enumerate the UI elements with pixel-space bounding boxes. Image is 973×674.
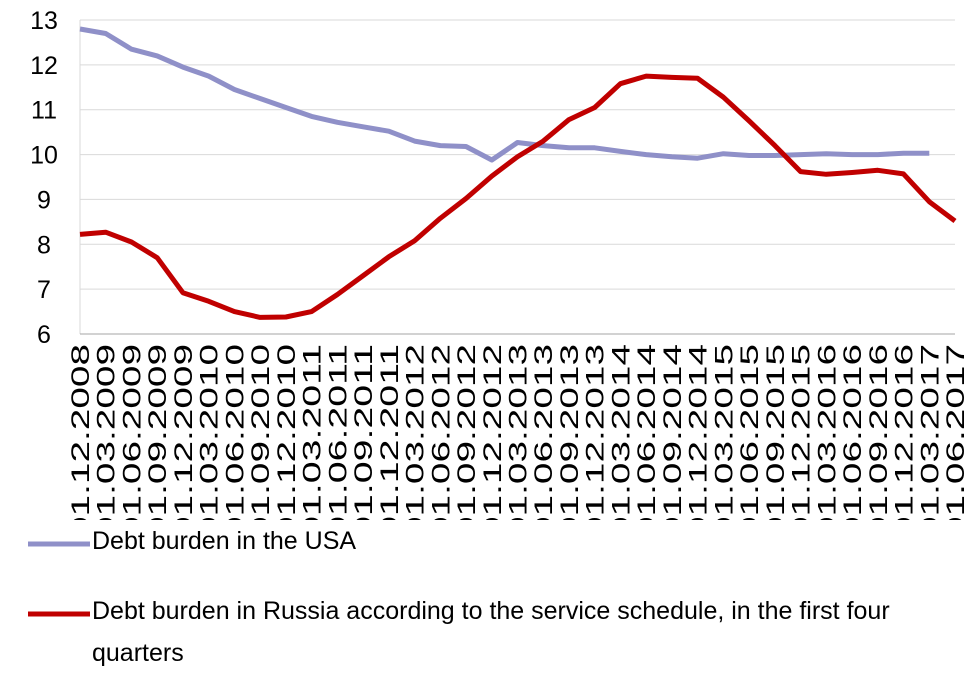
x-tick-label: 01.12.2008 bbox=[67, 344, 95, 520]
legend-swatch bbox=[28, 541, 90, 547]
x-tick-label: 01.03.2014 bbox=[607, 344, 635, 520]
x-tick-label: 01.09.2015 bbox=[762, 344, 790, 520]
x-tick-label: 01.12.2014 bbox=[685, 344, 713, 520]
x-tick-label: 01.12.2010 bbox=[273, 344, 301, 520]
x-tick-label: 01.06.2015 bbox=[736, 344, 764, 520]
x-tick-label: 01.12.2015 bbox=[788, 344, 816, 520]
y-tick-label: 6 bbox=[37, 321, 51, 349]
x-tick-label: 01.06.2010 bbox=[221, 344, 249, 520]
x-tick-label: 01.06.2009 bbox=[118, 344, 146, 520]
x-tick-label: 01.06.2011 bbox=[324, 344, 352, 520]
x-tick-label: 01.09.2011 bbox=[350, 344, 378, 520]
legend-label: Debt burden in the USA bbox=[92, 527, 357, 555]
x-tick-label: 01.06.2012 bbox=[427, 344, 455, 520]
series-line bbox=[79, 26, 930, 163]
x-tick-label: 01.03.2010 bbox=[196, 344, 224, 520]
y-tick-label: 13 bbox=[30, 7, 58, 35]
chart: 67891011121301.12.200801.03.200901.06.20… bbox=[30, 7, 970, 520]
x-tick-label: 01.12.2016 bbox=[891, 344, 919, 520]
x-tick-label: 01.09.2010 bbox=[247, 344, 275, 520]
x-tick-label: 01.06.2014 bbox=[633, 344, 661, 520]
x-tick-label: 01.03.2009 bbox=[93, 344, 121, 520]
y-tick-label: 7 bbox=[37, 276, 51, 304]
x-tick-label: 01.09.2012 bbox=[453, 344, 481, 520]
legend-swatch bbox=[28, 611, 90, 617]
x-tick-label: 01.03.2013 bbox=[505, 344, 533, 520]
x-tick-label: 01.09.2014 bbox=[659, 344, 687, 520]
x-tick-label: 01.03.2015 bbox=[710, 344, 738, 520]
y-tick-label: 8 bbox=[37, 231, 51, 259]
x-tick-label: 01.03.2017 bbox=[916, 344, 944, 520]
x-tick-label: 01.12.2009 bbox=[170, 344, 198, 520]
x-tick-label: 01.03.2011 bbox=[299, 344, 327, 520]
x-tick-label: 01.06.2013 bbox=[530, 344, 558, 520]
y-tick-label: 11 bbox=[31, 97, 57, 125]
x-tick-label: 01.12.2012 bbox=[479, 344, 507, 520]
x-tick-label: 01.09.2009 bbox=[144, 344, 172, 520]
x-tick-label: 01.09.2013 bbox=[556, 344, 584, 520]
x-tick-label: 01.03.2016 bbox=[813, 344, 841, 520]
x-tick-label: 01.06.2016 bbox=[839, 344, 867, 520]
x-tick-label: 01.12.2011 bbox=[376, 344, 404, 520]
y-tick-label: 10 bbox=[30, 142, 58, 170]
y-tick-label: 12 bbox=[30, 52, 58, 80]
x-tick-label: 01.06.2017 bbox=[942, 344, 970, 520]
x-tick-label: 01.12.2013 bbox=[582, 344, 610, 520]
series-line bbox=[79, 73, 957, 320]
legend-label: Debt burden in Russia according to the s… bbox=[92, 597, 890, 667]
x-tick-label: 01.03.2012 bbox=[402, 344, 430, 520]
x-tick-label: 01.09.2016 bbox=[865, 344, 893, 520]
y-tick-label: 9 bbox=[37, 186, 51, 214]
